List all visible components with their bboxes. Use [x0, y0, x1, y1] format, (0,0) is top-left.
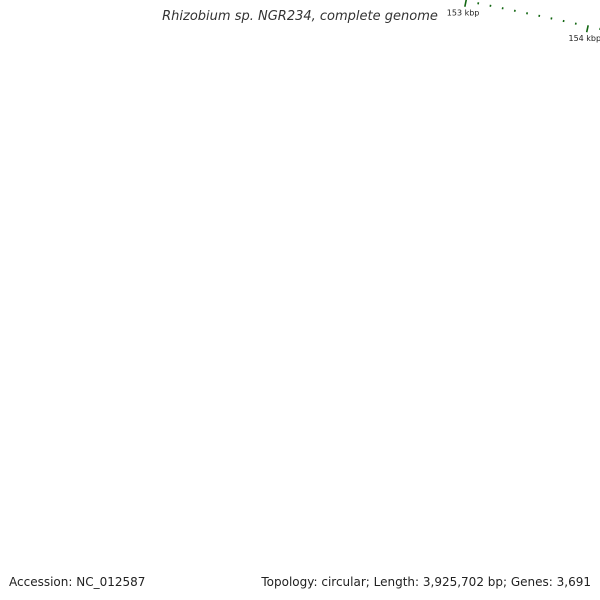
map-title: Rhizobium sp. NGR234, complete genome — [162, 9, 438, 24]
accession-text: Accession: NC_012587 — [9, 575, 146, 589]
tick-label: 153 kbp — [447, 9, 480, 18]
major-tick — [464, 0, 468, 7]
backbone-highlight — [0, 0, 600, 106]
major-tick — [585, 25, 589, 33]
feature-track — [0, 0, 600, 65]
genome-summary-text: Topology: circular; Length: 3,925,702 bp… — [261, 575, 591, 589]
outer-tick-track — [0, 0, 600, 57]
genome-backbone — [0, 0, 600, 106]
backbone-arc — [0, 0, 600, 105]
tick-label: 154 kbp — [568, 34, 600, 43]
